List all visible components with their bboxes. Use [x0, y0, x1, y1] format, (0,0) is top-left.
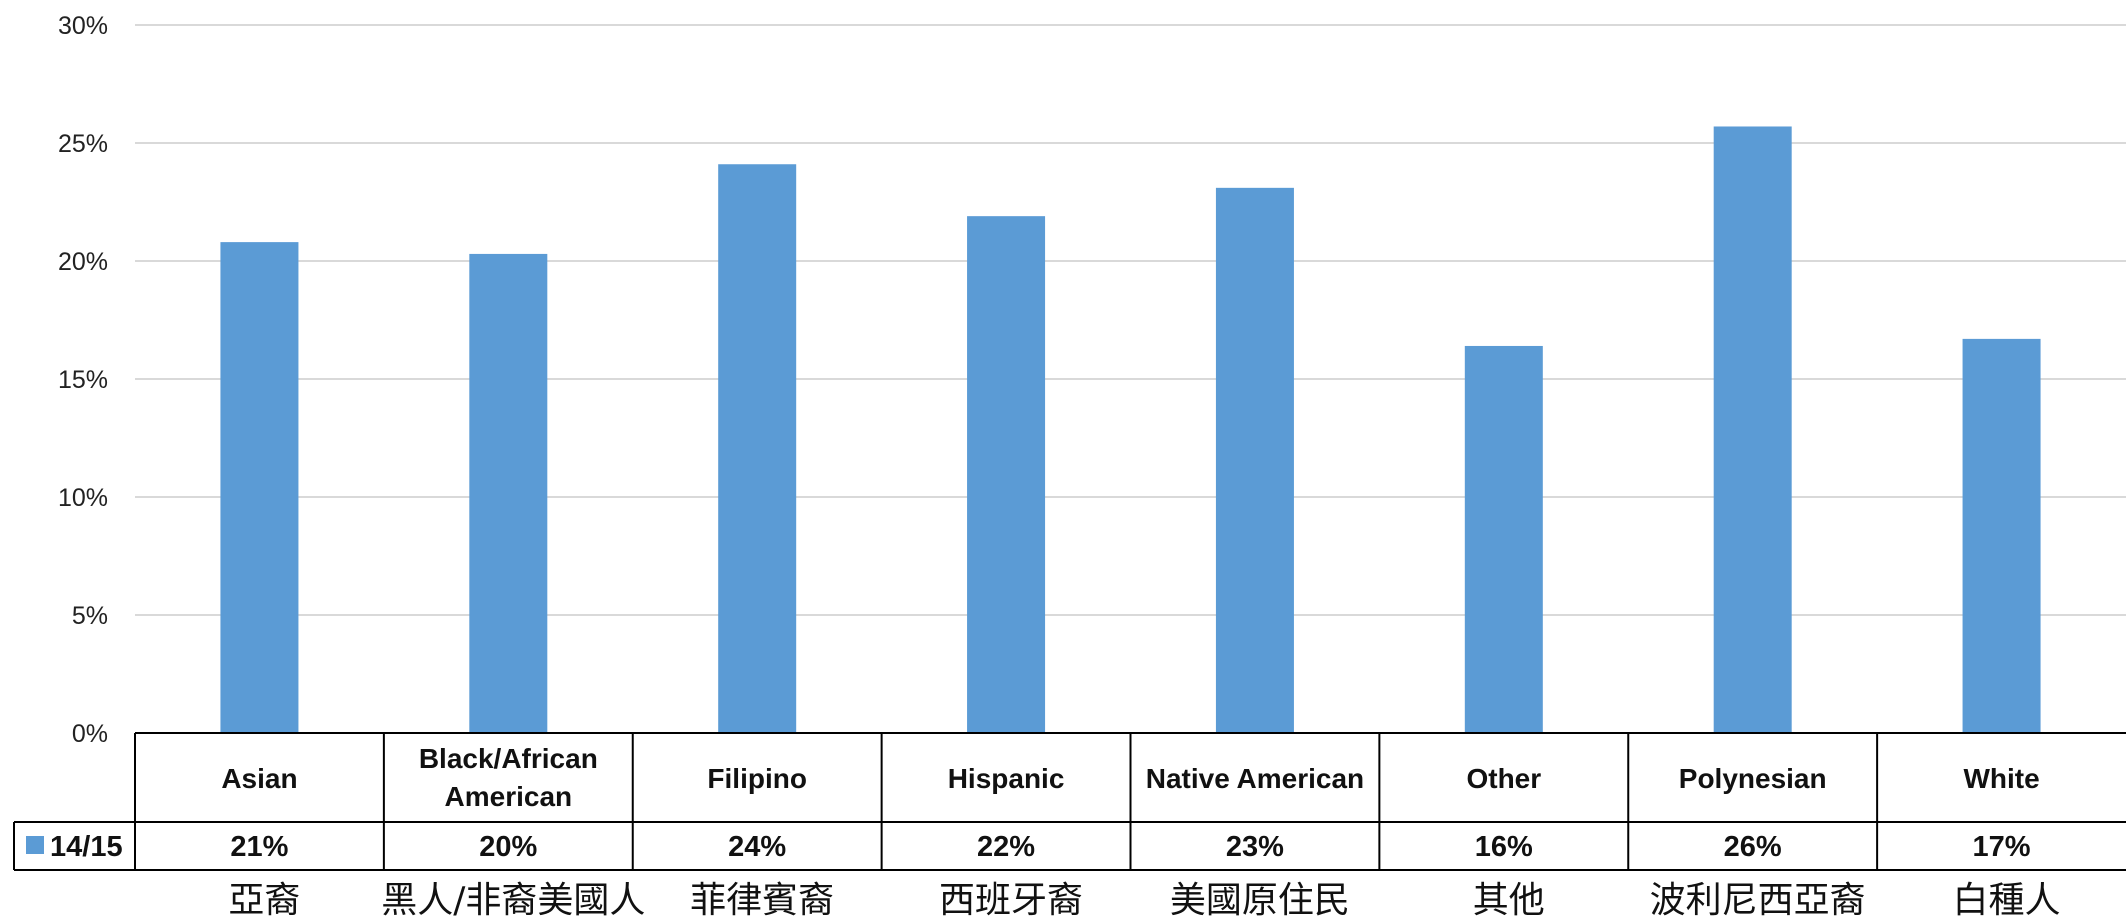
chinese-category-labels: 亞裔 黑人/非裔美國人 菲律賓裔 西班牙裔 美國原住民 其他 波利尼西亞裔 白種人	[228, 880, 2060, 918]
data-label: 22%	[977, 831, 1035, 863]
data-label: 24%	[728, 831, 786, 863]
category-label-zh: 亞裔	[228, 880, 300, 918]
category-label-zh: 其他	[1473, 880, 1545, 918]
category-label: Filipino	[707, 763, 807, 794]
category-label: White	[1963, 763, 2039, 794]
category-label: Black/African American	[419, 743, 598, 812]
bar	[718, 164, 797, 734]
bar	[1215, 187, 1294, 734]
y-tick-label: 15%	[58, 366, 108, 394]
gridlines	[135, 24, 2126, 616]
data-label: 16%	[1475, 831, 1533, 863]
y-tick-label: 0%	[72, 720, 108, 748]
y-tick-label: 20%	[58, 248, 108, 276]
bar	[469, 253, 548, 734]
category-label-zh: 波利尼西亞裔	[1650, 880, 1866, 918]
bar-series	[220, 126, 2041, 734]
category-label: Other	[1466, 763, 1541, 794]
category-label: Polynesian	[1679, 763, 1827, 794]
bar	[967, 216, 1046, 733]
category-label-zh: 白種人	[1953, 880, 2061, 918]
category-label-zh: 西班牙裔	[939, 880, 1083, 918]
data-table: 14/15 Asian 21% Black/African American 20% Fil…	[13, 732, 2126, 871]
data-label: 20%	[479, 831, 537, 863]
bar	[220, 242, 299, 733]
legend-label: 14/15	[50, 831, 123, 863]
legend-swatch	[26, 836, 44, 854]
bar	[1962, 338, 2041, 733]
category-label: Hispanic	[948, 763, 1065, 794]
data-label: 23%	[1226, 831, 1284, 863]
data-label: 17%	[1973, 831, 2031, 863]
data-label: 26%	[1724, 831, 1782, 863]
y-axis-tick-labels: 0% 5% 10% 15% 20% 25% 30%	[58, 12, 108, 748]
category-label: Native American	[1146, 763, 1364, 794]
category-label: Asian	[221, 763, 297, 794]
y-tick-label: 5%	[72, 602, 108, 630]
bar	[1713, 126, 1792, 734]
y-tick-label: 10%	[58, 484, 108, 512]
category-label-zh: 美國原住民	[1170, 880, 1350, 918]
y-tick-label: 25%	[58, 130, 108, 158]
category-label-zh: 黑人/非裔美國人	[381, 880, 645, 918]
category-label-zh: 菲律賓裔	[690, 880, 834, 918]
data-label: 21%	[230, 831, 288, 863]
bar	[1464, 345, 1543, 733]
y-tick-label: 30%	[58, 12, 108, 40]
